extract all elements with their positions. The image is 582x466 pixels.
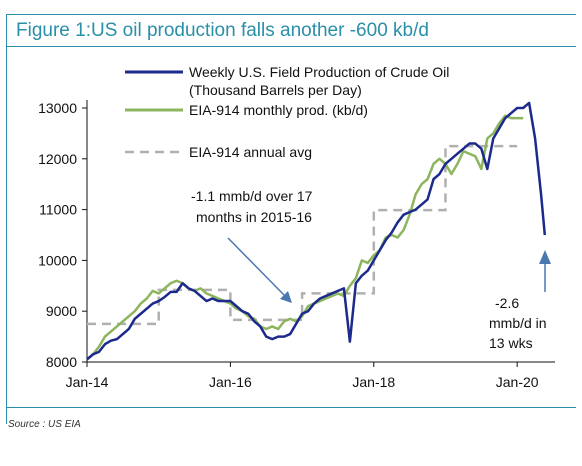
annotations: -1.1 mmb/d over 17 months in 2015-16 -2.… bbox=[191, 188, 551, 351]
y-tick-label: 9000 bbox=[46, 303, 77, 319]
series-layer bbox=[86, 101, 547, 361]
x-tick-label: Jan-14 bbox=[66, 374, 109, 390]
figure-title: Figure 1:US oil production falls another… bbox=[16, 20, 429, 41]
title-divider bbox=[6, 46, 576, 47]
series-annual-avg bbox=[87, 144, 518, 326]
annotation-2020-line1: -2.6 bbox=[495, 295, 519, 311]
y-tick-label: 13000 bbox=[38, 100, 77, 116]
y-tick-label: 11000 bbox=[39, 202, 77, 218]
y-tick-label: 12000 bbox=[38, 151, 77, 167]
annotation-2020-line3: 13 wks bbox=[489, 335, 533, 351]
annotation-2015-16-line2: months in 2015-16 bbox=[196, 209, 312, 225]
annotation-2020-line2: mmb/d in bbox=[489, 315, 547, 331]
legend-label-monthly: EIA-914 monthly prod. (kb/d) bbox=[189, 102, 368, 118]
legend-label-annual: EIA-914 annual avg bbox=[189, 144, 312, 160]
legend-label-weekly-line1: Weekly U.S. Field Production of Crude Oi… bbox=[189, 64, 449, 80]
y-tick-label: 10000 bbox=[38, 252, 77, 268]
figure-frame bbox=[6, 14, 576, 424]
y-tick-label: 8000 bbox=[46, 354, 77, 370]
annotation-2015-16-line1: -1.1 mmb/d over 17 bbox=[191, 188, 313, 204]
x-tick-label: Jan-20 bbox=[496, 374, 539, 390]
legend: Weekly U.S. Field Production of Crude Oi… bbox=[125, 64, 449, 160]
annotation-arrowhead-2015-16 bbox=[280, 291, 292, 303]
legend-label-weekly-line2: (Thousand Barrels per Day) bbox=[189, 82, 362, 98]
annotation-arrowhead-2020 bbox=[539, 250, 551, 264]
axes: 8000 9000 10000 11000 12000 13000 Jan-14 Jan-16… bbox=[38, 100, 555, 390]
bottom-divider bbox=[6, 407, 576, 408]
series-weekly bbox=[86, 101, 547, 361]
x-tick-label: Jan-18 bbox=[352, 374, 395, 390]
source-note: Source : US EIA bbox=[8, 419, 81, 430]
frame-top-border bbox=[6, 14, 576, 15]
x-tick-label: Jan-16 bbox=[209, 374, 252, 390]
annotation-arrow-2015-16 bbox=[227, 237, 287, 298]
